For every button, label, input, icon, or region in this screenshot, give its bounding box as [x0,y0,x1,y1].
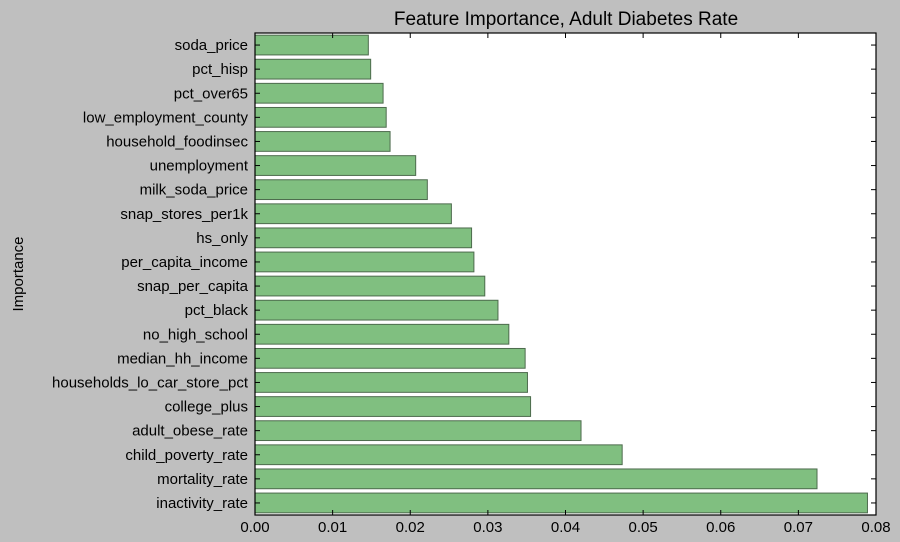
y-tick-label: unemployment [150,158,249,175]
x-tick-label: 0.00 [240,519,269,536]
y-ticks-group: soda_price pct_hisp pct_over65 low_employme… [52,37,876,512]
bar-milk_soda_price [254,179,428,201]
bar-child_poverty_rate [254,444,623,466]
plot-frame [254,32,877,516]
y-tick-label: median_hh_income [117,350,248,367]
y-axis-label: Importance [10,236,27,311]
bar-pct_hisp [254,58,372,80]
y-tick-label: mortality_rate [157,471,248,488]
bar-college_plus [254,396,532,417]
y-tick-label: pct_hisp [192,61,248,78]
bar-households_lo_car_store_pct [254,372,528,393]
y-tick-label: households_lo_car_store_pct [52,374,249,391]
y-tick-label: inactivity_rate [156,495,248,512]
x-tick-label: 0.04 [551,519,580,536]
bar-soda_price [254,34,369,56]
bar-household_foodinsec [254,131,391,152]
bar-median_hh_income [254,347,526,369]
bar-pct_black [254,299,499,321]
x-tick-label: 0.05 [629,519,658,536]
y-tick-label: adult_obese_rate [132,423,248,440]
bar-per_capita_income [254,251,475,273]
x-tick-label: 0.06 [706,519,735,536]
chart-title: Feature Importance, Adult Diabetes Rate [394,9,738,30]
bar-no_high_school [254,323,510,345]
y-tick-label: pct_over65 [174,85,248,102]
bar-inactivity_rate [254,492,868,514]
y-tick-label: hs_only [196,230,248,247]
y-tick-label: child_poverty_rate [125,447,248,464]
bar-mortality_rate [254,468,818,490]
x-tick-label: 0.08 [861,519,890,536]
y-tick-label: college_plus [165,399,248,416]
y-tick-label: soda_price [175,37,248,54]
x-tick-label: 0.07 [784,519,813,536]
x-tick-label: 0.01 [318,519,347,536]
y-tick-label: low_employment_county [83,109,249,126]
y-tick-label: no_high_school [143,326,248,343]
y-tick-label: household_foodinsec [106,133,248,150]
bar-snap_stores_per1k [254,203,452,225]
bar-pct_over65 [254,82,384,104]
bar-hs_only [254,227,473,249]
x-tick-label: 0.02 [396,519,425,536]
y-tick-label: per_capita_income [121,254,248,271]
bar-low_employment_county [254,106,387,128]
x-tick-label: 0.03 [473,519,502,536]
bar-unemployment [254,155,417,176]
y-tick-label: snap_stores_per1k [120,206,248,223]
y-tick-label: milk_soda_price [140,182,248,199]
bar-snap_per_capita [254,275,486,297]
y-tick-label: pct_black [185,302,249,319]
y-tick-label: snap_per_capita [137,278,249,295]
plot-area [255,33,876,515]
bar-adult_obese_rate [254,420,582,442]
